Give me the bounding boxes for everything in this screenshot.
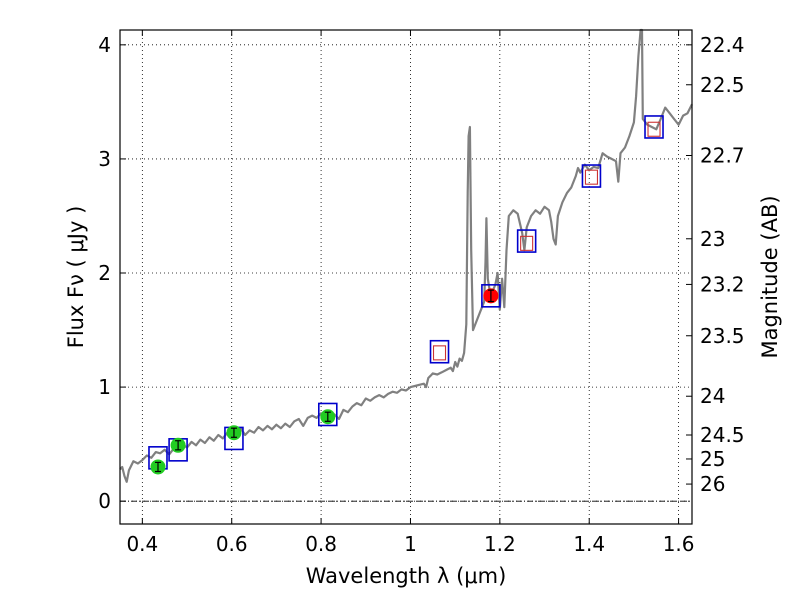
x-tick-label: 1.6 [663, 532, 695, 556]
model-flux-box [644, 115, 664, 139]
upper-limit-box [432, 345, 447, 361]
model-flux-box [481, 284, 501, 308]
upper-limit-box [647, 121, 661, 137]
upper-limit-box [520, 235, 534, 251]
x-tick-label: 1 [404, 532, 417, 556]
x-tick-label: 1.4 [573, 532, 605, 556]
right-tick-label: 23.2 [700, 272, 745, 296]
upper-limit-box [584, 169, 599, 185]
right-tick-label: 22.4 [700, 33, 745, 57]
x-tick-label: 0.6 [216, 532, 248, 556]
spectrum-line [119, 28, 693, 483]
right-tick-label: 25 [700, 447, 725, 471]
right-axis-label: Magnitude (AB) [758, 195, 782, 358]
right-tick-label: 24.5 [700, 423, 745, 447]
y-tick-label: 0 [98, 489, 111, 513]
y-tick-label: 1 [98, 375, 111, 399]
detection-markers [150, 288, 499, 475]
model-flux-markers [148, 115, 664, 470]
y-tick-label: 3 [98, 147, 111, 171]
model-flux-box [317, 402, 338, 427]
model-flux-box [581, 164, 602, 188]
right-tick-label: 22.5 [700, 73, 745, 97]
y-tick-label: 4 [98, 33, 111, 57]
right-tick-label: 24 [700, 384, 725, 408]
model-flux-box [429, 339, 450, 364]
right-tick-label: 26 [700, 472, 725, 496]
y-axis-ticks: 0 1 2 3 4 [98, 33, 126, 513]
spectrum-series [119, 28, 693, 483]
upper-limit-markers [432, 121, 661, 361]
x-tick-label: 0.8 [305, 532, 337, 556]
model-flux-box [516, 229, 537, 253]
plot-frame [119, 29, 693, 525]
x-tick-label: 1.2 [484, 532, 516, 556]
y-tick-label: 2 [98, 261, 111, 285]
x-axis-ticks: 0.4 0.6 0.8 1 1.2 1.4 1.6 [126, 30, 695, 556]
x-axis-label: Wavelength λ (μm) [306, 564, 507, 588]
right-tick-label: 23.5 [700, 324, 745, 348]
y-axis-label: Flux Fν ( μJy ) [64, 206, 88, 349]
x-tick-label: 0.4 [126, 532, 158, 556]
right-tick-label: 22.7 [700, 143, 745, 167]
right-tick-label: 23 [700, 227, 725, 251]
